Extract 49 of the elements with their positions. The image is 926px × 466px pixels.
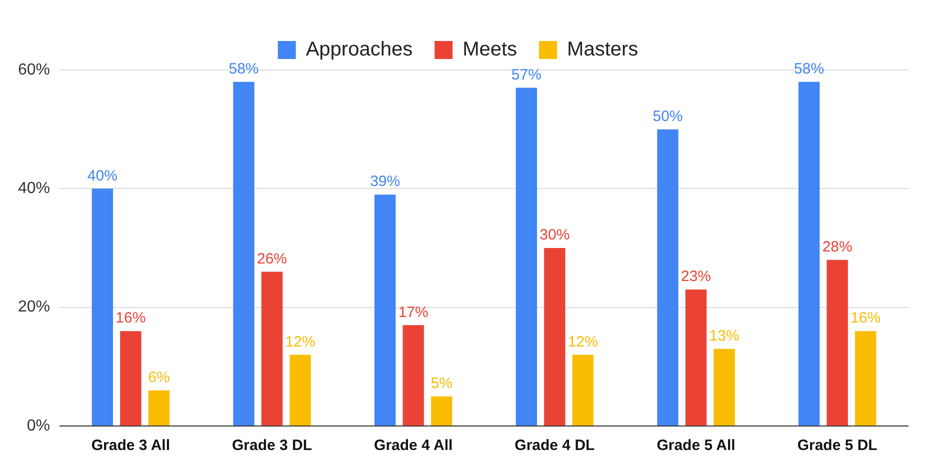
data-label: 6% <box>148 369 170 386</box>
legend-label: Meets <box>462 38 518 61</box>
legend-label: Approaches <box>306 38 413 61</box>
bar <box>855 331 876 426</box>
data-label: 39% <box>370 173 400 190</box>
bar <box>657 129 678 426</box>
bar <box>233 82 254 426</box>
data-label: 57% <box>511 66 542 84</box>
y-tick-label: 20% <box>18 298 50 316</box>
data-label: 23% <box>680 268 712 286</box>
bar <box>402 325 424 426</box>
x-tick-label: Grade 4 DL <box>514 437 595 454</box>
data-label: 58% <box>228 60 259 78</box>
bar <box>120 331 142 426</box>
bar <box>798 82 820 426</box>
data-label: 26% <box>257 250 288 268</box>
data-label: 13% <box>709 328 740 345</box>
data-label: 28% <box>822 238 852 256</box>
data-label: 50% <box>652 108 683 125</box>
y-tick-label: 60% <box>18 61 50 78</box>
data-label: 12% <box>568 333 598 350</box>
data-label: 30% <box>540 226 570 244</box>
legend-label: Masters <box>567 38 638 61</box>
bar <box>148 390 170 426</box>
data-label: 12% <box>285 333 316 350</box>
data-label: 16% <box>850 310 881 327</box>
bar <box>374 194 396 426</box>
x-tick-label: Grade 5 All <box>656 437 736 454</box>
bar <box>714 348 735 426</box>
data-label: 17% <box>398 304 428 321</box>
bar <box>572 354 594 426</box>
data-label: 58% <box>794 60 824 78</box>
data-label: 5% <box>430 374 452 392</box>
bar <box>92 188 114 426</box>
bar <box>431 396 452 426</box>
bar <box>685 290 707 426</box>
data-label: 16% <box>116 310 146 327</box>
y-tick-label: 40% <box>18 180 50 198</box>
x-tick-label: Grade 5 DL <box>797 437 878 454</box>
x-tick-label: Grade 3 All <box>91 437 170 454</box>
bar <box>290 354 311 426</box>
bar <box>826 260 848 426</box>
x-tick-label: Grade 3 DL <box>232 437 312 454</box>
y-tick-label: 0% <box>26 417 50 434</box>
bar <box>261 272 283 426</box>
bar <box>516 88 538 426</box>
x-tick-label: Grade 4 All <box>374 437 453 454</box>
data-label: 40% <box>87 167 118 184</box>
bar <box>544 248 566 426</box>
